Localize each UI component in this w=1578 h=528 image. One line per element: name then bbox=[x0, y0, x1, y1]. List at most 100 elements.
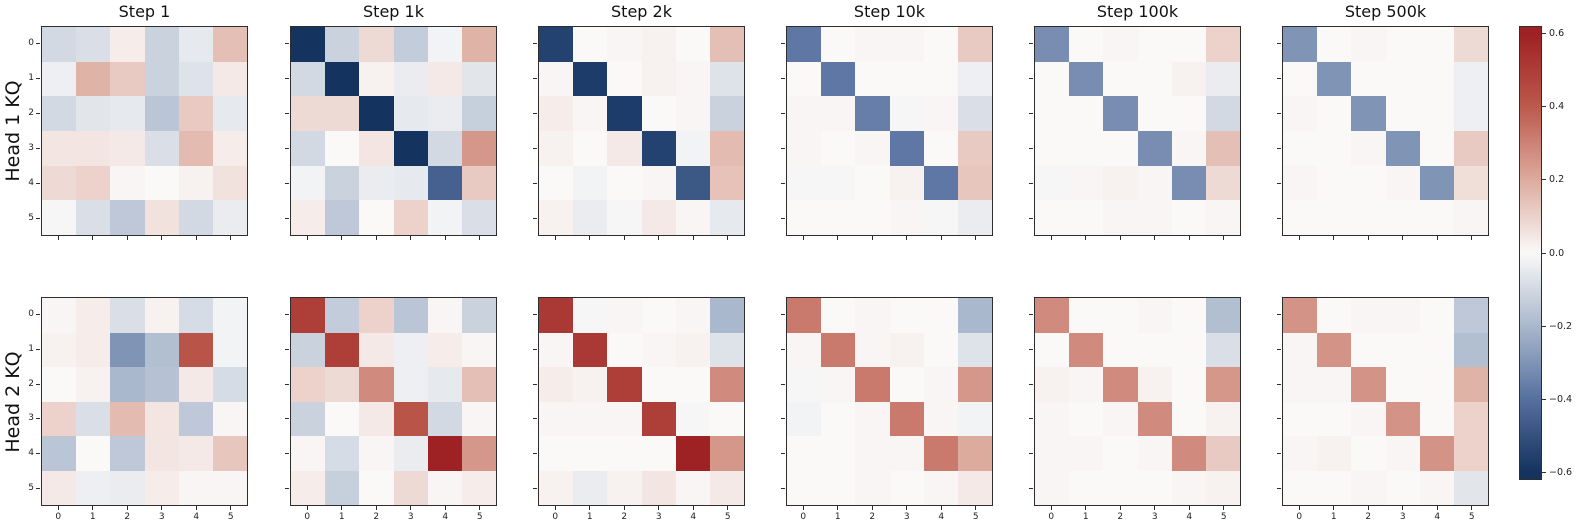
heatmap-cell bbox=[923, 61, 958, 97]
heatmap-cell bbox=[821, 470, 856, 505]
heatmap-cell bbox=[855, 61, 890, 97]
heatmap-cell bbox=[42, 436, 77, 471]
heatmap-cell bbox=[787, 401, 822, 436]
heatmap-cell bbox=[855, 298, 890, 333]
heatmap-cell bbox=[1035, 298, 1070, 333]
heatmap-cell bbox=[76, 401, 111, 436]
heatmap-cell bbox=[1351, 165, 1386, 201]
colorbar-tick-mark bbox=[1542, 106, 1546, 108]
heatmap-cell bbox=[1035, 61, 1070, 97]
axis-tick-mark bbox=[802, 236, 804, 240]
axis-tick-mark bbox=[1277, 418, 1281, 420]
axis-tick-mark bbox=[837, 236, 839, 240]
heatmap-cell bbox=[325, 470, 360, 505]
heatmap-cell bbox=[1171, 401, 1206, 436]
y-tick-label: 2 bbox=[28, 108, 34, 118]
heatmap-cell bbox=[1419, 165, 1454, 201]
x-tick-label: 0 bbox=[55, 512, 62, 522]
heatmap-cell bbox=[144, 200, 179, 235]
axis-tick-mark bbox=[36, 453, 40, 455]
axis-tick-mark bbox=[1029, 43, 1033, 44]
heatmap-cell bbox=[1385, 165, 1420, 201]
heatmap-cell bbox=[1385, 131, 1420, 166]
axis-tick-mark bbox=[1188, 506, 1190, 510]
y-tick-label: 1 bbox=[28, 343, 34, 354]
row-label-head-1-kq: Head 1 KQ bbox=[2, 80, 24, 182]
heatmap-cell bbox=[889, 96, 924, 131]
heatmap-cell bbox=[1453, 298, 1488, 333]
heatmap-cell bbox=[1283, 165, 1318, 201]
heatmap-cell bbox=[1069, 131, 1104, 166]
axis-tick-mark bbox=[781, 148, 785, 149]
panel-title-step-100k: Step 100k bbox=[1096, 2, 1179, 21]
heatmap-cell bbox=[461, 200, 496, 235]
axis-tick-mark bbox=[1029, 183, 1033, 184]
heatmap-cell bbox=[212, 401, 247, 436]
axis-tick-mark bbox=[1277, 383, 1281, 385]
colorbar-tick-label: 0.2 bbox=[1549, 174, 1565, 186]
x-tick-label: 3 bbox=[655, 512, 662, 522]
x-tick-label: 4 bbox=[1434, 512, 1441, 522]
heatmap-cell bbox=[1171, 200, 1206, 235]
heatmap-cell bbox=[1035, 332, 1070, 367]
heatmap-cell bbox=[1171, 436, 1206, 471]
panel-title-step-10k: Step 10k bbox=[853, 2, 926, 21]
heatmap-cell bbox=[675, 401, 710, 436]
axis-tick-mark bbox=[781, 218, 785, 219]
heatmap-cell bbox=[957, 61, 992, 97]
heatmap-cell bbox=[1205, 27, 1240, 62]
heatmap-cell bbox=[855, 200, 890, 235]
heatmap-cell bbox=[42, 298, 77, 333]
heatmap-cell bbox=[889, 27, 924, 62]
heatmap-cell bbox=[325, 27, 360, 62]
heatmap-cell bbox=[821, 367, 856, 402]
axis-tick-mark bbox=[589, 236, 591, 240]
heatmap-cell bbox=[855, 27, 890, 62]
heatmap-cell bbox=[110, 401, 145, 436]
axis-tick-mark bbox=[1029, 488, 1033, 490]
axis-tick-mark bbox=[1367, 236, 1369, 240]
heatmap-cell bbox=[359, 436, 394, 471]
x-tick-label: 1 bbox=[834, 512, 841, 522]
heatmap-cell bbox=[1035, 470, 1070, 505]
axis-tick-mark bbox=[1050, 236, 1052, 240]
heatmap-cell bbox=[923, 96, 958, 131]
axis-tick-mark bbox=[1085, 236, 1087, 240]
heatmap-cell bbox=[573, 96, 608, 131]
heatmap-cell bbox=[957, 96, 992, 131]
heatmap-cell bbox=[427, 332, 462, 367]
heatmap-cell bbox=[359, 165, 394, 201]
heatmap-cell bbox=[212, 436, 247, 471]
axis-tick-mark bbox=[285, 218, 289, 219]
heatmap-cell bbox=[1069, 367, 1104, 402]
heatmap-cell bbox=[461, 332, 496, 367]
axis-tick-mark bbox=[533, 383, 537, 385]
axis-tick-mark bbox=[36, 383, 40, 385]
heatmap-cell bbox=[291, 436, 326, 471]
heatmap-cell bbox=[76, 96, 111, 131]
heatmap-cell bbox=[641, 401, 676, 436]
heatmap-cell bbox=[1103, 436, 1138, 471]
heatmap-cell bbox=[1103, 298, 1138, 333]
heatmap-cell bbox=[889, 200, 924, 235]
heatmap-cell bbox=[42, 401, 77, 436]
heatmap-cell bbox=[573, 165, 608, 201]
heatmap-cell bbox=[1453, 131, 1488, 166]
x-tick-label: 3 bbox=[1399, 512, 1406, 522]
heatmap-cell bbox=[641, 436, 676, 471]
heatmap-cell bbox=[1069, 470, 1104, 505]
x-tick-label: 2 bbox=[1365, 512, 1372, 522]
heatmap-cell bbox=[1385, 332, 1420, 367]
axis-tick-mark bbox=[230, 506, 232, 510]
x-tick-label: 3 bbox=[1151, 512, 1158, 522]
heatmap-cell bbox=[325, 165, 360, 201]
heatmap-cell bbox=[461, 436, 496, 471]
axis-tick-mark bbox=[1277, 43, 1281, 44]
axis-tick-mark bbox=[1029, 218, 1033, 219]
colorbar-tick-mark bbox=[1542, 179, 1546, 181]
heatmap-cell bbox=[178, 61, 213, 97]
heatmap-cell bbox=[787, 470, 822, 505]
colorbar-tick-mark bbox=[1542, 398, 1546, 400]
heatmap-cell bbox=[1103, 165, 1138, 201]
heatmap-cell bbox=[461, 96, 496, 131]
